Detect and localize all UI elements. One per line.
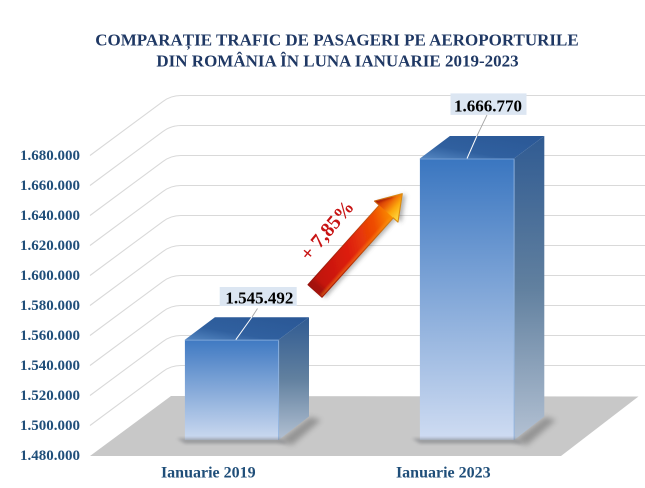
svg-text:1.480.000: 1.480.000 xyxy=(20,448,80,464)
svg-text:COMPARAȚIE TRAFIC DE PASAGERI: COMPARAȚIE TRAFIC DE PASAGERI PE AEROPOR… xyxy=(95,31,578,51)
svg-text:1.620.000: 1.620.000 xyxy=(20,238,80,254)
svg-text:1.560.000: 1.560.000 xyxy=(20,328,80,344)
svg-text:1.545.492: 1.545.492 xyxy=(225,289,293,308)
svg-text:1.640.000: 1.640.000 xyxy=(20,208,80,224)
svg-text:DIN ROMÂNIA ÎN LUNA IANUARIE 2: DIN ROMÂNIA ÎN LUNA IANUARIE 2019-2023 xyxy=(156,51,518,70)
svg-text:1.500.000: 1.500.000 xyxy=(20,418,80,434)
svg-text:Ianuarie 2019: Ianuarie 2019 xyxy=(161,464,256,481)
svg-text:1.680.000: 1.680.000 xyxy=(20,148,80,164)
svg-text:1.660.000: 1.660.000 xyxy=(20,178,80,194)
svg-text:1.520.000: 1.520.000 xyxy=(20,388,80,404)
svg-text:Ianuarie 2023: Ianuarie 2023 xyxy=(396,464,491,481)
svg-text:1.600.000: 1.600.000 xyxy=(20,268,80,284)
svg-text:1.580.000: 1.580.000 xyxy=(20,298,80,314)
svg-text:1.540.000: 1.540.000 xyxy=(20,358,80,374)
svg-text:1.666.770: 1.666.770 xyxy=(454,97,522,116)
